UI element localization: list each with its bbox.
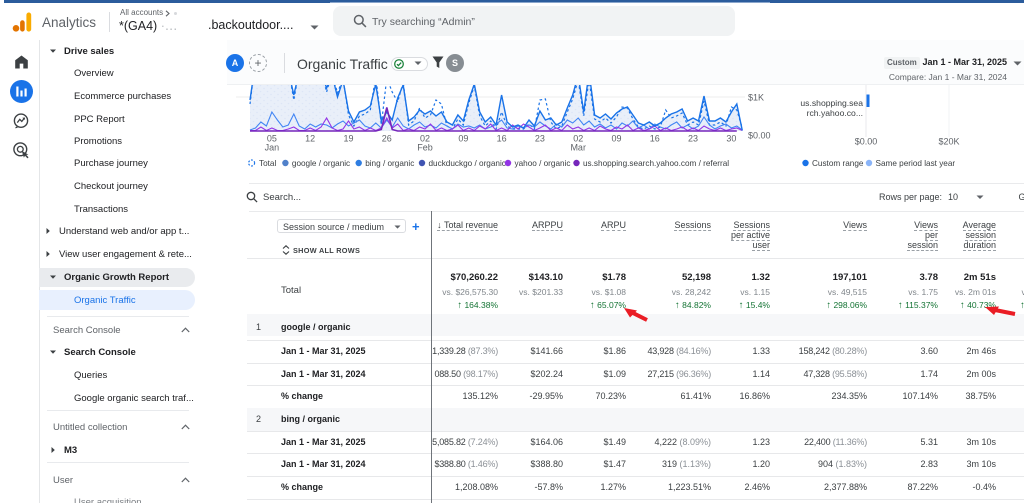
svg-text:duckduckgo / organic: duckduckgo / organic	[429, 159, 506, 168]
svg-text:$20K: $20K	[938, 137, 959, 147]
svg-text:google / organic: google / organic	[292, 159, 350, 168]
svg-text:$0.00: $0.00	[855, 137, 878, 147]
svg-text:23: 23	[688, 134, 698, 144]
svg-text:$1K: $1K	[748, 93, 764, 103]
svg-text:26: 26	[382, 134, 392, 144]
svg-text:02: 02	[420, 134, 430, 144]
svg-text:$0.00: $0.00	[748, 131, 771, 141]
svg-text:02: 02	[573, 134, 583, 144]
svg-text:rch.yahoo.co...: rch.yahoo.co...	[807, 108, 863, 118]
svg-text:30: 30	[726, 134, 736, 144]
svg-text:yahoo / organic: yahoo / organic	[515, 159, 571, 168]
svg-text:05: 05	[267, 134, 277, 144]
svg-text:Feb: Feb	[417, 143, 433, 153]
svg-text:Total: Total	[259, 159, 276, 168]
svg-text:16: 16	[650, 134, 660, 144]
svg-text:09: 09	[458, 134, 468, 144]
svg-text:us.shopping.sea: us.shopping.sea	[800, 98, 863, 108]
svg-text:19: 19	[343, 134, 353, 144]
svg-text:12: 12	[305, 134, 315, 144]
svg-text:16: 16	[497, 134, 507, 144]
svg-text:09: 09	[611, 134, 621, 144]
svg-text:bing / organic: bing / organic	[365, 159, 414, 168]
svg-text:23: 23	[535, 134, 545, 144]
svg-text:Same period last year: Same period last year	[876, 159, 956, 168]
svg-text:Mar: Mar	[570, 143, 586, 153]
svg-text:Custom range: Custom range	[812, 159, 864, 168]
svg-text:us.shopping.search.yahoo.com /: us.shopping.search.yahoo.com / referral	[583, 159, 729, 168]
svg-text:Jan: Jan	[265, 143, 280, 153]
